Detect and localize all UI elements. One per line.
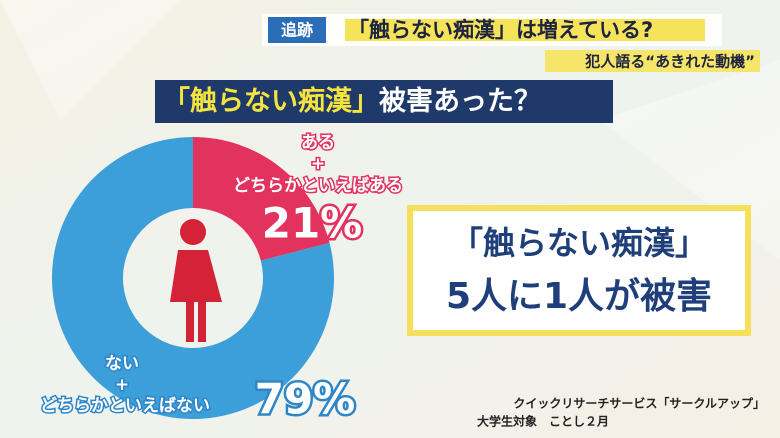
tag-box xyxy=(268,17,326,43)
value-label: 79% xyxy=(255,375,356,424)
chart-title-suffix: 被害あった？ xyxy=(379,85,541,117)
segment-label: ない xyxy=(105,354,139,374)
segment-label: どちらかといえばない xyxy=(40,396,210,416)
callout-box xyxy=(407,205,751,336)
chart-title-box xyxy=(155,80,613,123)
donut-segment xyxy=(193,137,330,261)
header-tag: 追跡 xyxy=(281,21,313,40)
value-label: 21% xyxy=(262,199,363,248)
segment-label: + xyxy=(115,375,129,395)
bg-shape xyxy=(0,0,180,120)
segment-label: + xyxy=(311,154,325,174)
chart-title: 「触らない痴漢」被害あった？ xyxy=(163,85,541,117)
source: 大学生対象 ことし２月 xyxy=(477,414,609,429)
headline: 「触らない痴漢」は増えている? xyxy=(348,18,653,42)
subhead: 犯人語る“あきれた動機” xyxy=(584,53,755,71)
subhead-box xyxy=(545,50,760,72)
donut xyxy=(51,137,334,419)
headline-highlight xyxy=(345,19,705,41)
segment-label: どちらかといえばある xyxy=(233,176,403,196)
segment-label: ある xyxy=(301,133,335,153)
callout-line: 5人に1人が被害 xyxy=(446,276,712,317)
person-icon xyxy=(170,219,222,342)
donut-segment xyxy=(51,137,334,419)
chart-title-highlight: 「触らない痴漢」 xyxy=(163,85,379,117)
source: クイックリサーチサービス「サークルアップ」 xyxy=(513,396,765,411)
callout-line: 「触らない痴漢」 xyxy=(451,224,707,262)
